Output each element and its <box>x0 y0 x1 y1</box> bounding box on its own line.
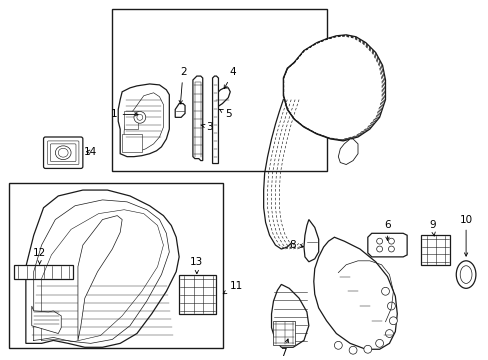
Text: 8: 8 <box>288 240 303 250</box>
Polygon shape <box>14 265 73 279</box>
Circle shape <box>134 112 145 123</box>
Circle shape <box>375 339 383 347</box>
Circle shape <box>386 302 394 310</box>
Circle shape <box>387 246 393 252</box>
Polygon shape <box>212 76 218 163</box>
FancyBboxPatch shape <box>50 144 76 162</box>
Polygon shape <box>283 35 385 141</box>
Circle shape <box>348 346 356 354</box>
Polygon shape <box>313 237 396 349</box>
Text: 13: 13 <box>190 257 203 274</box>
Circle shape <box>387 238 393 244</box>
Text: 12: 12 <box>33 248 46 264</box>
Text: 2: 2 <box>179 67 186 104</box>
Text: 9: 9 <box>428 220 435 236</box>
Polygon shape <box>179 275 215 314</box>
Text: 7: 7 <box>280 339 288 358</box>
Polygon shape <box>118 84 169 157</box>
Polygon shape <box>367 233 407 257</box>
Ellipse shape <box>55 146 71 159</box>
Ellipse shape <box>58 148 68 157</box>
Ellipse shape <box>459 266 471 283</box>
Polygon shape <box>304 220 318 262</box>
Text: 5: 5 <box>219 109 231 120</box>
Ellipse shape <box>455 261 475 288</box>
Text: 14: 14 <box>84 147 97 157</box>
Polygon shape <box>214 88 230 109</box>
Circle shape <box>137 114 142 120</box>
Text: 6: 6 <box>384 220 390 240</box>
Polygon shape <box>175 104 184 117</box>
Bar <box>9 183 223 348</box>
Circle shape <box>363 345 371 353</box>
Text: 11: 11 <box>223 282 242 294</box>
Polygon shape <box>338 139 357 165</box>
FancyBboxPatch shape <box>47 141 79 165</box>
Text: 1: 1 <box>111 109 138 120</box>
Polygon shape <box>32 306 61 333</box>
Bar <box>112 9 326 171</box>
Text: 3: 3 <box>201 122 212 132</box>
Polygon shape <box>271 284 308 347</box>
Polygon shape <box>192 76 203 161</box>
Circle shape <box>388 317 396 325</box>
Text: 10: 10 <box>459 215 472 256</box>
Text: 4: 4 <box>224 67 236 89</box>
Polygon shape <box>78 216 122 341</box>
Circle shape <box>376 238 382 244</box>
Bar <box>122 134 142 152</box>
Polygon shape <box>420 235 449 265</box>
Bar <box>124 112 138 129</box>
FancyBboxPatch shape <box>43 137 82 168</box>
Polygon shape <box>273 321 294 345</box>
Circle shape <box>381 287 388 295</box>
Circle shape <box>334 341 342 349</box>
Circle shape <box>376 246 382 252</box>
Circle shape <box>385 330 392 337</box>
Polygon shape <box>26 190 179 347</box>
